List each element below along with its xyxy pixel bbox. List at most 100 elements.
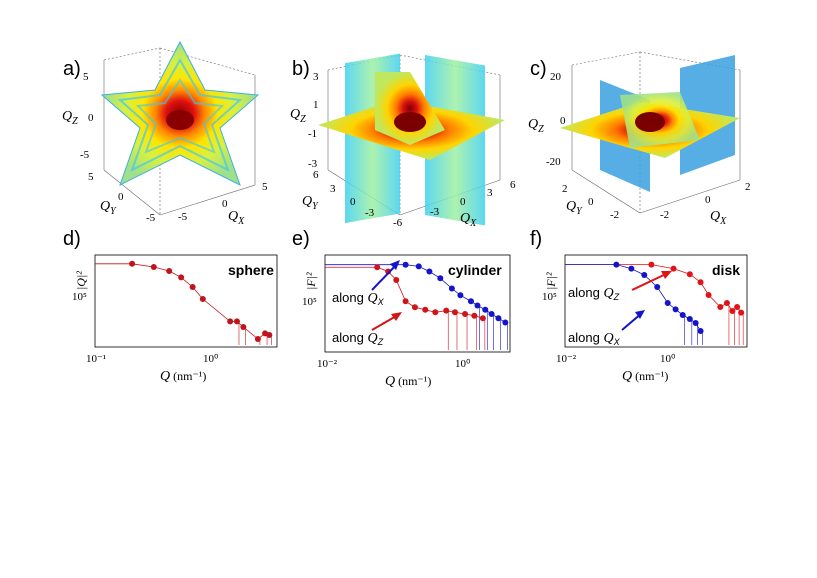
panel-b-heatmap — [318, 53, 505, 226]
a-xtick-2: 5 — [262, 181, 268, 193]
d-series-0-point-1 — [150, 264, 157, 270]
a-ylabel: QY — [100, 199, 117, 217]
d-series-0-point-3 — [178, 274, 185, 281]
f-xlabel: Q (nm⁻¹) — [622, 369, 668, 384]
panel-label-a: a) — [63, 58, 81, 80]
c-zlabel: QZ — [528, 117, 544, 135]
b-ztick-2: -1 — [308, 128, 317, 140]
panel-f: f) |F|² 10⁵ 10⁻² 10⁰ disk Q (nm⁻¹) along … — [530, 228, 748, 384]
e-series-0-point-0 — [402, 261, 409, 268]
panel-e-frame — [324, 254, 511, 353]
f-series-1-point-6 — [679, 312, 686, 318]
panel-b: b) 3 1 -1 -3 6 3 0 -3 -6 -3 0 3 — [290, 53, 516, 229]
e-series-1-point-10 — [471, 312, 478, 319]
e-series-1-point-5 — [422, 306, 429, 313]
panel-label-f: f) — [530, 228, 542, 250]
panel-a-heatmap — [100, 40, 260, 186]
b-xlabel: QX — [460, 211, 477, 229]
e-series-0-point-4 — [448, 285, 455, 292]
panel-e: e) |F|² 10⁵ 10⁻² 10⁰ cylinder Q (nm⁻¹) al… — [292, 228, 511, 389]
panel-label-c: c) — [530, 58, 547, 80]
a-zlabel: QZ — [62, 109, 78, 127]
e-series-0-point-3 — [437, 275, 444, 282]
f-annot-qx: along QX — [568, 330, 621, 347]
panel-label-d: d) — [63, 228, 81, 250]
f-arrowhead-qx — [635, 310, 645, 319]
b-ytick-1: 3 — [330, 183, 336, 195]
e-series-0-point-11 — [502, 319, 509, 326]
b-ztick-0: 3 — [313, 71, 319, 83]
e-series-1-point-6 — [432, 309, 439, 316]
f-annot-qz: along QZ — [568, 285, 620, 302]
f-series-1-point-8 — [692, 320, 699, 326]
b-xtick-1: -3 — [430, 206, 440, 218]
c-ztick-1: 0 — [560, 115, 566, 127]
e-series-0-point-8 — [482, 306, 489, 313]
e-xtick-0: 10⁻² — [317, 358, 338, 370]
d-xtick-1: 10⁰ — [203, 353, 219, 365]
f-series-0-point-5 — [717, 304, 724, 310]
panel-c-heatmap — [560, 55, 740, 192]
d-shape-name: sphere — [228, 262, 274, 278]
f-series-0-point-6 — [723, 300, 730, 306]
a-ztick-1: 0 — [88, 112, 94, 124]
e-series-1-point-11 — [479, 315, 486, 322]
b-xtick-3: 3 — [487, 187, 493, 199]
e-plot — [325, 261, 509, 350]
e-series-1-point-0 — [374, 264, 381, 271]
f-series-0-point-2 — [686, 271, 693, 278]
d-series-0-point-2 — [166, 268, 173, 274]
c-ztick-2: -20 — [546, 156, 561, 168]
d-ylabel: |Q|² — [74, 271, 88, 290]
c-ytick-0: 2 — [562, 183, 568, 195]
e-series-0-point-10 — [495, 315, 502, 322]
panel-label-b: b) — [292, 58, 310, 80]
f-series-0-point-7 — [729, 308, 736, 314]
panel-d-frame — [94, 254, 278, 348]
d-series-0-point-4 — [189, 284, 196, 290]
e-series-1-point-2 — [393, 277, 400, 283]
f-series-1-point-1 — [628, 265, 635, 272]
panel-d: d) |Q|² 10⁵ 10⁻¹ 10⁰ sphere Q (nm⁻¹) — [63, 228, 278, 384]
f-series-0-point-3 — [697, 279, 704, 286]
f-series-1-point-2 — [641, 272, 648, 278]
f-arrow-qz — [631, 272, 669, 291]
panel-c: c) 20 0 -20 2 0 -2 -2 0 2 QZ QY QX — [528, 51, 751, 227]
f-arrowhead-qz — [661, 271, 672, 279]
d-xlabel: Q (nm⁻¹) — [160, 369, 206, 384]
f-xtick-1: 10⁰ — [660, 353, 676, 365]
e-xlabel: Q (nm⁻¹) — [385, 374, 431, 389]
b-xtick-0: -6 — [393, 217, 403, 229]
d-series-0-point-0 — [129, 260, 136, 267]
d-xtick-0: 10⁻¹ — [86, 353, 106, 365]
e-series-1-point-4 — [411, 304, 418, 311]
a-xtick-0: -5 — [178, 211, 188, 223]
b-ytick-0: 6 — [313, 169, 319, 181]
f-ytick-0: 10⁵ — [542, 291, 557, 303]
f-series-0-point-0 — [648, 261, 655, 268]
e-annot-qx: along QX — [332, 290, 385, 307]
f-series-0-point-1 — [670, 265, 677, 272]
e-arrowhead-qz — [391, 312, 402, 321]
panel-label-e: e) — [292, 228, 310, 250]
c-xtick-0: -2 — [660, 209, 669, 221]
d-series-0-point-6 — [227, 318, 234, 325]
c-ytick-2: -2 — [610, 209, 619, 221]
f-series-0-point-4 — [705, 292, 712, 298]
e-series-0-point-2 — [426, 268, 433, 275]
d-plot — [95, 260, 273, 345]
c-xtick-2: 2 — [745, 181, 751, 193]
e-ytick-0: 10⁵ — [302, 296, 317, 308]
d-series-0-point-9 — [254, 336, 261, 342]
f-series-1-point-3 — [654, 284, 661, 290]
b-ytick-2: 0 — [350, 196, 356, 208]
f-plot — [565, 261, 745, 345]
panel-f-frame — [564, 254, 748, 348]
a-ztick-0: 5 — [83, 71, 89, 83]
e-series-0-point-7 — [474, 302, 481, 309]
b-xtick-2: 0 — [460, 196, 466, 208]
c-xtick-1: 0 — [705, 194, 711, 206]
b-ztick-3: -3 — [308, 158, 318, 170]
e-ylabel: |F|² — [304, 272, 318, 290]
